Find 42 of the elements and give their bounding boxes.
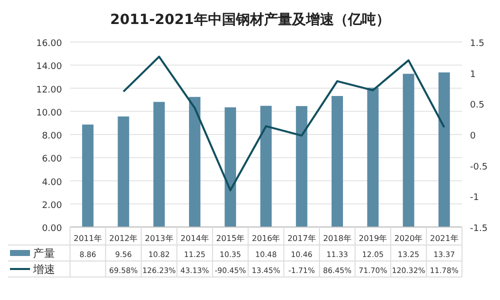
bar bbox=[402, 74, 414, 227]
y-tick-label: 2.00 bbox=[42, 200, 62, 211]
x-tick-label: 2015年 bbox=[216, 234, 245, 243]
y-tick-label: 4.00 bbox=[42, 178, 62, 188]
y2-tick-label: 1.5 bbox=[470, 39, 484, 49]
y2-tick-label: -1.5 bbox=[470, 224, 488, 234]
y-tick-label: 12.00 bbox=[36, 85, 62, 96]
y2-tick-label: 0 bbox=[470, 132, 476, 142]
legend-label: 产量 bbox=[33, 247, 55, 260]
line-series bbox=[122, 56, 446, 192]
legend-label: 增速 bbox=[32, 263, 55, 276]
x-tick-label: 2013年 bbox=[144, 234, 174, 243]
bar bbox=[438, 72, 450, 227]
bar bbox=[118, 116, 130, 227]
bar bbox=[260, 106, 272, 227]
y-tick-label: 8.00 bbox=[42, 132, 62, 142]
x-tick-label: 2019年 bbox=[358, 234, 388, 243]
y2-tick-label: 1 bbox=[470, 70, 476, 80]
bar bbox=[82, 124, 94, 227]
bar bbox=[224, 107, 236, 227]
y2-tick-label: -1 bbox=[470, 193, 479, 204]
bar bbox=[153, 102, 165, 227]
x-tick-label: 2014年 bbox=[180, 234, 209, 243]
y-tick-label: 10.00 bbox=[36, 108, 62, 118]
x-tick-label: 2017年 bbox=[287, 234, 316, 243]
x-tick-label: 2011年 bbox=[74, 234, 102, 243]
y-tick-label: 14.00 bbox=[36, 62, 62, 72]
chart-title: 2011-2021年中国钢材产量及增速（亿吨） bbox=[110, 11, 390, 28]
bar bbox=[332, 96, 343, 227]
y2-tick-label: 0.5 bbox=[470, 100, 484, 111]
y2-tick-label: -0.5 bbox=[470, 162, 488, 172]
bar bbox=[296, 106, 308, 227]
bar bbox=[189, 96, 200, 227]
x-tick-label: 2020年 bbox=[394, 234, 423, 243]
x-tick-label: 2021年 bbox=[430, 234, 458, 243]
x-tick-label: 2018年 bbox=[323, 234, 352, 243]
bar bbox=[367, 88, 379, 227]
y-tick-label: 6.00 bbox=[42, 154, 62, 165]
x-tick-label: 2016年 bbox=[252, 234, 280, 243]
y-tick-label: 0.00 bbox=[42, 224, 62, 234]
y-tick-label: 16.00 bbox=[36, 39, 62, 49]
x-tick-label: 2012年 bbox=[109, 234, 138, 243]
